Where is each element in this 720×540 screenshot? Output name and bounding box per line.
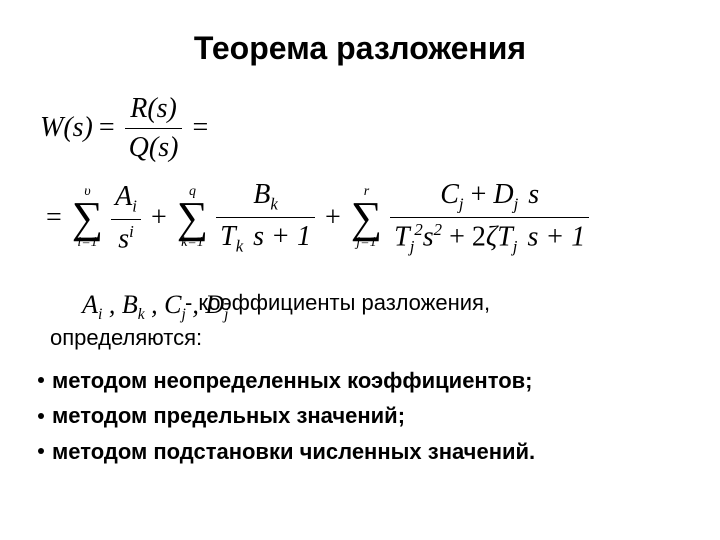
sigma-3: r ∑ j=1 (351, 185, 382, 250)
t1-num: Ai (111, 180, 141, 217)
rq-den: Q(s) (125, 131, 183, 165)
bullet-dot (38, 413, 44, 419)
term-3: Cj + Djs Tj2s2 + 2ζTjs + 1 (390, 178, 589, 257)
sigma1-bot: i=1 (77, 236, 97, 250)
term-1: Ai si (111, 180, 141, 256)
equation-block: W(s) = R(s) Q(s) = = υ ∑ i=1 Ai (40, 92, 690, 257)
coeff-text-1: - коэффициенты разложения, (185, 290, 490, 315)
page-title: Теорема разложения (30, 30, 690, 67)
plus-2: + (325, 201, 341, 235)
lhs: W(s) (40, 111, 93, 145)
sigma2-bot: k=1 (181, 236, 204, 250)
bullet-1: методом неопределенных коэффициентов; (38, 363, 690, 398)
sigma-2: q ∑ k=1 (177, 185, 208, 250)
rq-num: R(s) (126, 92, 181, 126)
t2-den: Tks + 1 (216, 220, 315, 257)
sigma-1: υ ∑ i=1 (72, 185, 103, 250)
plus-1: + (151, 201, 167, 235)
sigma3-bot: j=1 (356, 236, 376, 250)
slide: Теорема разложения W(s) = R(s) Q(s) = = … (0, 0, 720, 540)
frac-rq: R(s) Q(s) (125, 92, 183, 164)
equals-3: = (46, 201, 62, 235)
term-2: Bk Tks + 1 (216, 178, 315, 257)
bullet-list: методом неопределенных коэффициентов; ме… (30, 363, 690, 469)
bullet-dot (38, 377, 44, 383)
coeff-text-2: определяются: (50, 325, 690, 351)
bullet-dot (38, 448, 44, 454)
t2-num: Bk (249, 178, 282, 215)
t1-den: si (114, 222, 138, 256)
equals-1: = (99, 111, 115, 145)
bullet-3: методом подстановки численных значений. (38, 434, 690, 469)
equation-line-1: W(s) = R(s) Q(s) = (40, 92, 690, 164)
coefficients-line: Ai , Bk , Cj , Dj - коэффициенты разложе… (50, 287, 690, 321)
t3-den: Tj2s2 + 2ζTjs + 1 (390, 220, 589, 257)
equals-2: = (192, 111, 208, 145)
t3-num: Cj + Djs (436, 178, 543, 215)
bullet-2: методом предельных значений; (38, 398, 690, 433)
equation-line-2: = υ ∑ i=1 Ai si + q ∑ k=1 (40, 178, 690, 257)
